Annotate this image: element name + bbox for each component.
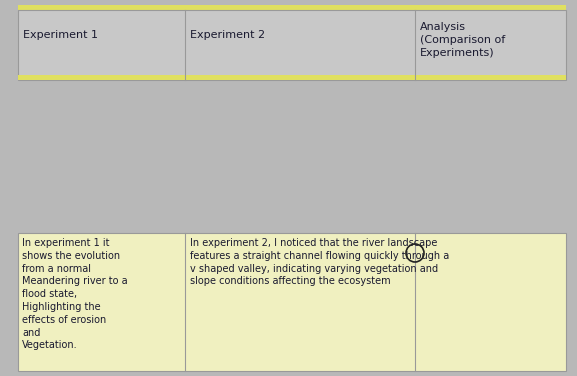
Text: Analysis
(Comparison of
Experiments): Analysis (Comparison of Experiments) bbox=[420, 22, 505, 58]
Bar bbox=[18, 75, 566, 80]
Bar bbox=[18, 5, 566, 10]
Text: In experiment 1 it
shows the evolution
from a normal
Meandering river to a
flood: In experiment 1 it shows the evolution f… bbox=[22, 238, 128, 350]
Text: Experiment 1: Experiment 1 bbox=[23, 30, 98, 40]
Text: Experiment 2: Experiment 2 bbox=[190, 30, 265, 40]
Bar bbox=[18, 10, 566, 80]
Text: In experiment 2, I noticed that the river landscape
features a straight channel : In experiment 2, I noticed that the rive… bbox=[190, 238, 449, 287]
Bar bbox=[18, 233, 566, 371]
